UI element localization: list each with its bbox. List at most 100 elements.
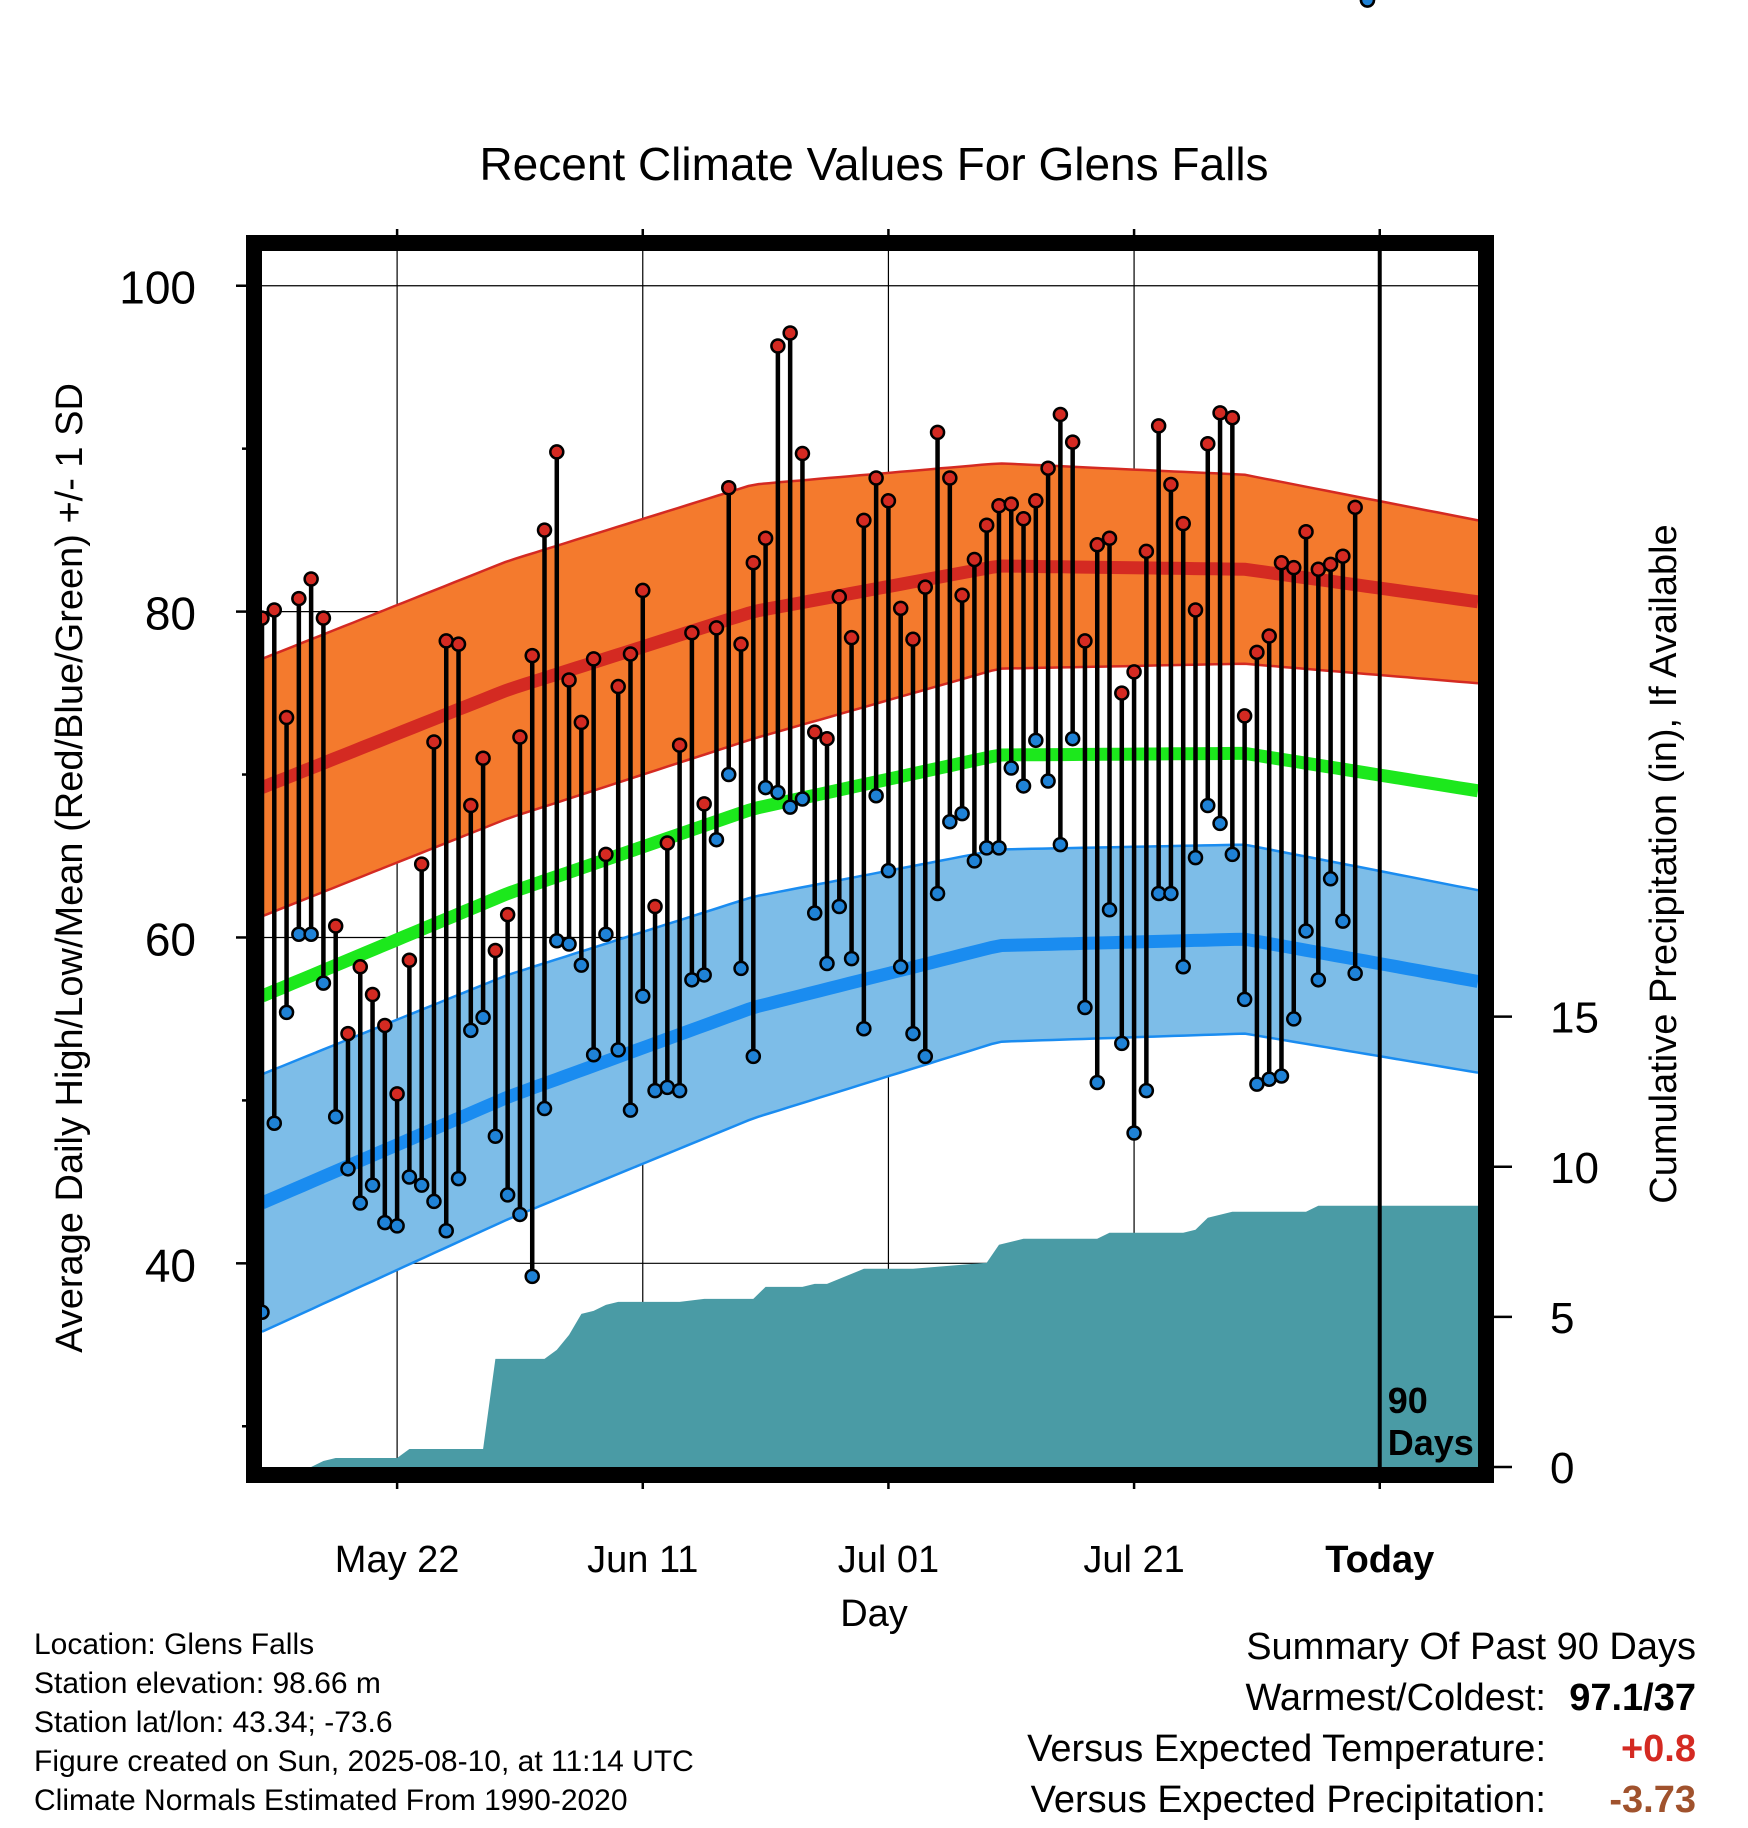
daily-stems [259,332,1358,1313]
daily-low-point [549,932,565,949]
chart-title: Recent Climate Values For Glens Falls [479,138,1268,190]
precipitation-cumulative-area [262,1205,1478,1467]
y2-axis-label: Cumulative Precipitation (in), If Availa… [1643,524,1685,1203]
daily-low-point [536,1100,553,1117]
daily-high-point [340,1025,356,1042]
daily-high-point [1138,543,1155,560]
daily-low-point [573,957,590,973]
warmest-coldest-label: Warmest/Coldest: [1245,1677,1546,1719]
normal-low-band-lower-edge [261,1032,1479,1333]
daily-high-point [438,633,454,649]
daily-low-point [463,1022,479,1039]
daily-high-point [315,610,332,626]
normal-low-mean-line [259,932,1480,1209]
daily-low-point [880,862,897,879]
normal-high-mean-line [259,559,1479,794]
daily-high-point [635,582,651,599]
daily-low-point [315,975,332,991]
daily-high-point [966,551,983,568]
daily-high-point [954,587,970,604]
normal-high-band [262,463,1478,917]
daily-high-point [352,959,369,975]
daily-low-point [1089,1074,1105,1091]
location-text: Location: Glens Falls [34,1628,315,1661]
daily-high-point [782,325,798,341]
daily-low-point [450,1170,467,1187]
daily-high-point [942,470,958,486]
daily-high-point [475,750,491,766]
daily-low-point [770,784,786,801]
daily-low-point [917,1048,934,1065]
plot-frame [246,235,1494,1483]
daily-high-point [487,942,504,959]
daily-low-point [647,1082,663,1099]
daily-low-point [561,936,577,952]
daily-high-point [991,497,1007,514]
daily-high-point [684,625,700,641]
daily-high-point [917,579,934,595]
daily-high-point [1126,664,1142,680]
daily-high-point [291,590,307,607]
daily-low-point [1322,871,1339,887]
daily-low-point [426,1193,442,1210]
daily-high-point [1064,434,1081,450]
daily-low-point [671,1082,688,1099]
daily-high-point [1224,409,1241,426]
axes: May 22 Jun 11 Jul 01 Jul 21 Today 40 60 80 100 0 5… [119,229,1599,1581]
daily-high-point [929,424,946,441]
daily-high-point [1335,548,1351,564]
daily-low-point [278,1004,295,1021]
daily-high-point [770,338,786,354]
daily-high-point [536,522,553,538]
daily-low-point [1101,902,1118,918]
daily-low-point [1298,923,1314,939]
y2-tick-label: 15 [1550,994,1599,1043]
daily-high-point [1298,524,1314,540]
daily-high-point [1114,685,1130,701]
daily-low-point [487,1128,504,1144]
daily-high-point [733,636,749,652]
daily-low-point [401,1169,418,1185]
daily-high-point [266,602,283,618]
daily-low-point [389,1218,405,1234]
daily-low-point [942,814,958,830]
daily-low-point [499,1187,516,1203]
normal-mean-line [259,746,1480,1003]
daily-high-point [401,952,418,969]
daily-high-point [1163,476,1179,493]
daily-low-point [475,1009,491,1026]
daily-high-point [880,493,897,509]
y-tick-label: 40 [145,1239,196,1291]
daily-high-point [745,554,762,571]
daily-low-point [1347,965,1363,982]
daily-high-point [1077,633,1093,649]
daily-high-point [1322,556,1339,573]
daily-points [254,0,1376,1320]
daily-low-point [1163,885,1179,902]
daily-low-point [327,1108,344,1125]
daily-high-point [549,444,565,460]
daily-high-point [303,571,319,587]
daily-low-point [1040,773,1056,789]
daily-high-point [561,672,577,688]
daily-low-point [1335,913,1351,929]
daily-low-point [659,1079,676,1096]
temperature-anomaly-value: +0.8 [1620,1728,1696,1770]
x-axis-label: Day [840,1593,908,1635]
daily-high-point [905,631,921,648]
y-axis-label: Average Daily High/Low/Mean (Red/Blue/Gr… [49,383,91,1353]
daily-low-point [782,799,798,815]
daily-low-point [892,959,909,975]
daily-high-point [573,714,590,731]
daily-low-point [806,905,823,921]
daily-high-point [1028,493,1044,509]
daily-high-point [757,530,774,547]
daily-low-point [512,1206,528,1223]
daily-low-point [991,840,1007,856]
daily-low-point [1028,732,1044,749]
daily-low-point [635,988,651,1004]
daily-high-point [1286,559,1302,576]
daily-low-point [954,805,970,822]
daily-high-point [450,636,467,652]
daily-low-point [622,1102,639,1118]
